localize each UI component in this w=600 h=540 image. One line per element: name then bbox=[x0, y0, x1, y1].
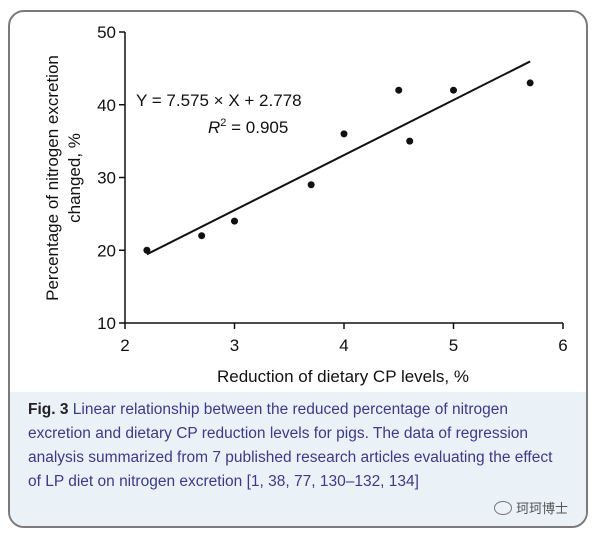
y-tick-label: 50 bbox=[97, 23, 116, 42]
x-tick-label: 3 bbox=[230, 336, 239, 355]
trendline bbox=[146, 60, 531, 256]
caption-text: Linear relationship between the reduced … bbox=[28, 401, 553, 490]
regression-equation: Y = 7.575 × X + 2.778 bbox=[136, 91, 302, 110]
y-tick-label: 40 bbox=[97, 96, 116, 115]
axes bbox=[124, 32, 563, 324]
y-axis-label-line: Percentage of nitrogen excretion bbox=[43, 55, 62, 301]
ticks: 2 3 4 5 6 10 20 30 40 50 bbox=[97, 23, 568, 355]
data-point bbox=[307, 181, 315, 189]
data-point bbox=[450, 86, 457, 94]
data-point bbox=[340, 130, 348, 138]
data-point bbox=[198, 232, 206, 240]
wechat-icon bbox=[494, 500, 512, 515]
data-point bbox=[526, 79, 534, 87]
y-tick-label: 30 bbox=[97, 169, 116, 188]
x-tick-label: 5 bbox=[449, 336, 458, 355]
x-tick-label: 6 bbox=[558, 336, 567, 355]
x-axis-label: Reduction of dietary CP levels, % bbox=[217, 367, 469, 386]
data-point bbox=[406, 137, 414, 145]
caption-background bbox=[10, 392, 586, 526]
data-point bbox=[143, 246, 151, 254]
r2-superscript: 2 bbox=[220, 117, 226, 129]
caption-label: Fig. 3 bbox=[28, 401, 69, 418]
x-tick-label: 4 bbox=[339, 336, 348, 355]
figure-caption: Fig. 3 Linear relationship between the r… bbox=[28, 398, 568, 494]
y-tick-label: 20 bbox=[97, 241, 116, 260]
caption-citation: [1, 38, 77, 130–132, 134] bbox=[246, 473, 419, 490]
r2-value: = 0.905 bbox=[226, 118, 288, 137]
watermark: 珂珂博士 bbox=[494, 498, 568, 517]
r2-symbol: R bbox=[208, 118, 220, 137]
y-axis-label: Percentage of nitrogen excretion changed,… bbox=[43, 55, 84, 301]
x-tick-label: 2 bbox=[120, 336, 129, 355]
data-point bbox=[231, 217, 238, 225]
r-squared-label: R2 = 0.905 bbox=[208, 117, 288, 137]
watermark-text: 珂珂博士 bbox=[516, 501, 569, 516]
y-tick-label: 10 bbox=[97, 314, 116, 333]
data-point bbox=[395, 86, 403, 94]
data-points bbox=[143, 79, 534, 254]
y-axis-label-line: changed, % bbox=[65, 133, 84, 223]
